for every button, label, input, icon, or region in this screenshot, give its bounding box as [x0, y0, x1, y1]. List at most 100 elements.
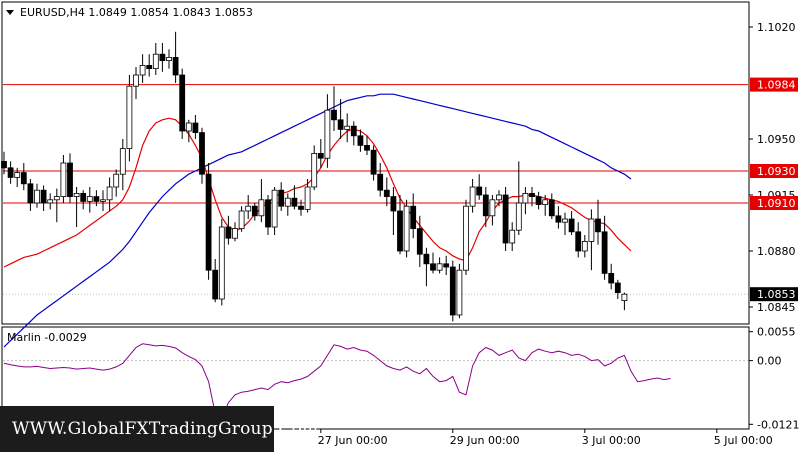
time-tick-label: 5 Jul 00:00 [714, 434, 773, 447]
candle-body-bull [34, 189, 40, 204]
candle-body-bull [86, 196, 93, 202]
candle-body-bear [364, 144, 370, 151]
candle [40, 185, 47, 211]
candle [34, 183, 40, 208]
level-price-label: 1.0930 [757, 165, 796, 178]
candle [86, 187, 93, 213]
candle [410, 193, 417, 239]
candle [469, 179, 476, 213]
candle-body-bull [133, 74, 139, 87]
candle-body-bull [463, 205, 469, 271]
candle [542, 195, 549, 216]
candle-body-bull [106, 186, 113, 201]
candle-body-bear [225, 226, 232, 239]
candle [146, 54, 153, 77]
candle [284, 193, 291, 216]
level-price-box [750, 196, 798, 210]
candle-body-bull [232, 228, 238, 239]
candle-body-bull [73, 192, 80, 197]
candle-body-bull [185, 122, 192, 132]
candle [100, 190, 106, 211]
candle-body-bull [304, 186, 311, 210]
candle-body-bear [212, 269, 219, 300]
candle [489, 195, 496, 226]
candle [482, 187, 489, 227]
candle-body-bear [337, 119, 344, 130]
candle-body-bear [93, 196, 100, 202]
candle-body-bear [535, 196, 542, 206]
candle [67, 153, 73, 203]
candle [529, 187, 535, 207]
candle [251, 203, 258, 221]
candle [430, 252, 436, 274]
candle-body-bull [126, 85, 133, 149]
candle [535, 191, 542, 210]
candle [245, 195, 252, 219]
current-price-label: 1.0853 [757, 288, 796, 301]
candle [377, 163, 384, 197]
candle [317, 139, 324, 168]
candle-body-bear [423, 253, 430, 265]
candle-body-bull [515, 202, 522, 231]
candle-body-bear [443, 263, 450, 268]
level-price-box [750, 77, 798, 92]
candle-body-bull [456, 269, 463, 316]
candle [383, 177, 390, 207]
candle-body-bear [614, 282, 621, 294]
candle [20, 163, 27, 191]
candle [456, 263, 463, 319]
candle [27, 179, 34, 211]
candle [205, 163, 212, 280]
candle [7, 161, 14, 184]
candle-body-bull [581, 240, 588, 252]
candle-body-bear [555, 215, 562, 223]
candle-body-bear [1, 160, 7, 169]
indicator-line [3, 343, 671, 420]
candle-body-bear [251, 205, 258, 217]
candle-body-bear [159, 53, 166, 62]
candle-body-bear [383, 189, 390, 197]
candle [119, 139, 126, 191]
indicator-label: Marlin -0.0029 [7, 331, 87, 344]
candle-body-bear [291, 197, 298, 207]
candle [595, 199, 601, 245]
candle-body-bear [390, 196, 397, 212]
candle-body-bear [568, 218, 575, 233]
candle [502, 187, 509, 251]
candle-body-bull [245, 205, 252, 212]
candle [238, 206, 245, 232]
candle [185, 119, 192, 143]
candle-body-bear [199, 132, 205, 175]
candle-body-bear [20, 172, 27, 185]
candle-body-bear [370, 149, 377, 175]
ma-slow-line [3, 93, 632, 348]
dropdown-triangle-icon[interactable] [6, 10, 14, 15]
candle [463, 199, 469, 275]
candle [218, 219, 225, 306]
candle [304, 179, 311, 213]
candle [331, 86, 337, 131]
candle [212, 259, 219, 303]
candle [324, 94, 331, 168]
candle [258, 179, 265, 223]
candle-body-bear [410, 205, 417, 229]
candle-body-bull [509, 229, 516, 244]
watermark-banner: WWW.GlobalFXTradingGroup.Com [0, 406, 318, 452]
candle [60, 155, 67, 203]
time-tick-label: 29 Jun 00:00 [450, 434, 520, 447]
candle-body-bull [284, 197, 291, 207]
candle [601, 215, 608, 280]
candle [370, 145, 377, 181]
candle-body-bear [350, 125, 357, 137]
candle-body-bear [601, 231, 608, 274]
candle-body-bull [324, 109, 331, 159]
candle [476, 174, 483, 200]
candle [390, 187, 397, 235]
candle [568, 211, 575, 235]
candle [337, 99, 344, 139]
candle-body-bear [595, 218, 601, 233]
candle-body-bull [60, 162, 67, 197]
candle [555, 206, 562, 229]
current-price-box [750, 287, 798, 302]
